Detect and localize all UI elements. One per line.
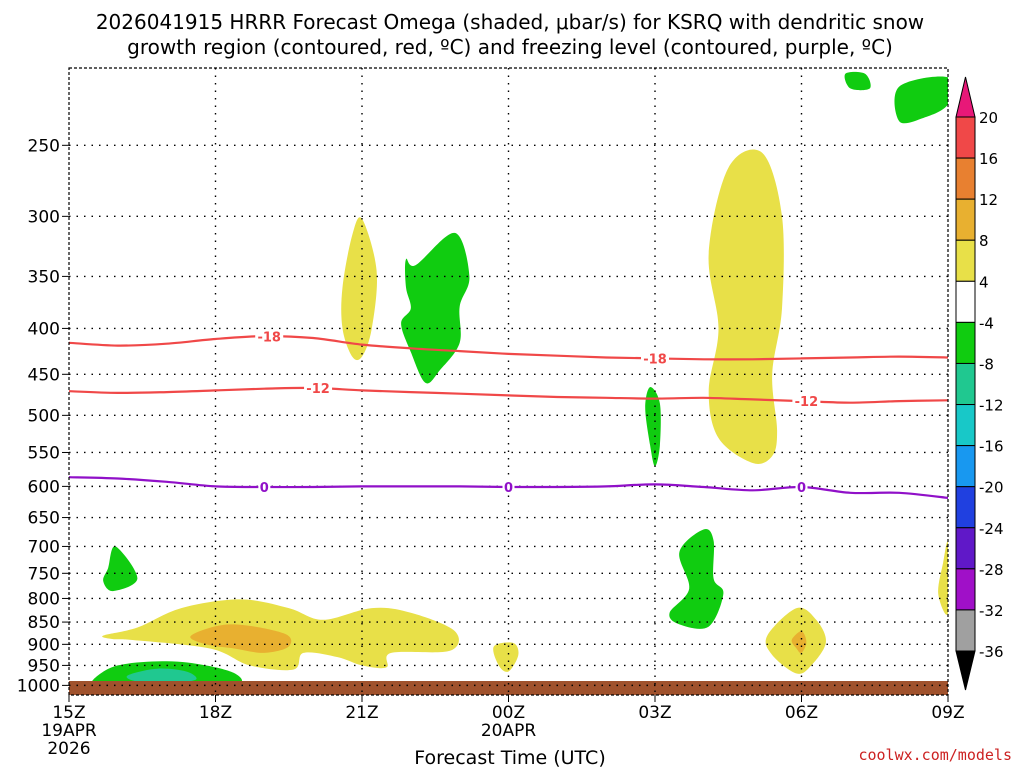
colorbar-box-12 — [955, 609, 976, 652]
x-sub-label-20APR: 20APR — [481, 721, 537, 741]
y-tick-label-750: 750 — [28, 564, 60, 584]
contour-label--18-1: -18 — [643, 352, 667, 367]
colorbar-label--36: -36 — [979, 643, 1004, 661]
x-sub-label-19APR: 19APR — [41, 721, 97, 741]
colorbar-box-8 — [955, 445, 976, 488]
colorbar-label--28: -28 — [979, 561, 1004, 579]
omega-colorbar: 20 16 12 8 4 -4 -8 -12 -16 -20 -24 -28 -32 -36 — [955, 76, 1004, 691]
colorbar-box-9 — [955, 486, 976, 529]
x-tick-label-09Z: 09Z — [931, 703, 964, 723]
y-tick-label-500: 500 — [28, 406, 60, 426]
omega-region-15 — [126, 668, 197, 683]
omega-region-6 — [669, 529, 724, 629]
contour--18 — [69, 334, 948, 361]
y-tick-label-250: 250 — [28, 136, 60, 156]
x-axis-title: Forecast Time (UTC) — [414, 747, 605, 768]
colorbar-box-4 — [955, 280, 976, 323]
x-tick-label-00Z: 00Z — [492, 703, 525, 723]
colorbar-label-16: 16 — [979, 150, 998, 168]
omega-region-8 — [103, 546, 138, 592]
colorbar-box-2 — [955, 198, 976, 241]
contour-label-bg-0-0 — [258, 480, 271, 495]
y-tick-label-900: 900 — [28, 635, 60, 655]
contour-label-0-1: 0 — [504, 481, 513, 496]
colorbar-label-20: 20 — [979, 109, 998, 127]
omega-region-7 — [938, 541, 948, 615]
contour-label-bg--12-1 — [792, 394, 821, 409]
contour-label-bg-0-2 — [795, 480, 808, 495]
omega-region-2 — [708, 149, 784, 464]
x-tick-label-06Z: 06Z — [785, 703, 818, 723]
y-tick-label-850: 850 — [28, 613, 60, 633]
colorbar-top-triangle — [955, 76, 976, 118]
colorbar-box-11 — [955, 568, 976, 611]
colorbar-label--8: -8 — [979, 355, 994, 373]
colorbar-label--12: -12 — [979, 397, 1004, 415]
terrain-band — [69, 681, 948, 695]
x-tick-label-21Z: 21Z — [345, 703, 378, 723]
colorbar-label-8: 8 — [979, 232, 989, 250]
colorbar-label-12: 12 — [979, 191, 998, 209]
contour-label-0-2: 0 — [797, 481, 806, 496]
omega-shading — [91, 71, 948, 686]
y-tick-label-300: 300 — [28, 207, 60, 227]
contour-label-bg--12-0 — [304, 381, 333, 396]
colorbar-box-1 — [955, 157, 976, 200]
contour-label-bg-0-1 — [502, 480, 515, 495]
y-tick-label-950: 950 — [28, 656, 60, 676]
colorbar-box-6 — [955, 362, 976, 406]
y-tick-label-700: 700 — [28, 537, 60, 557]
pressure-axis: 2503003504004505005506006507007508008509… — [17, 136, 69, 696]
colorbar-label-4: 4 — [979, 273, 989, 291]
colorbar-box-5 — [955, 321, 976, 364]
x-tick-label-15Z: 15Z — [52, 703, 85, 723]
y-tick-label-800: 800 — [28, 589, 60, 609]
contour-label--12-1: -12 — [795, 395, 819, 410]
omega-region-13 — [791, 631, 807, 654]
colorbar-label--4: -4 — [979, 314, 994, 332]
y-tick-label-400: 400 — [28, 319, 60, 339]
y-tick-label-550: 550 — [28, 443, 60, 463]
x-tick-label-03Z: 03Z — [638, 703, 671, 723]
omega-region-3 — [341, 217, 378, 361]
contour-label--12-0: -12 — [306, 382, 330, 397]
colorbar-bottom-triangle — [955, 650, 976, 691]
colorbar-box-7 — [955, 404, 976, 447]
contour-label-bg--18-0 — [255, 329, 284, 344]
contour-label-bg--18-1 — [641, 351, 669, 366]
omega-region-1 — [894, 76, 948, 124]
colorbar-box-0 — [955, 116, 976, 159]
colorbar-label--16: -16 — [979, 438, 1004, 456]
colorbar-box-3 — [955, 239, 976, 282]
temperature-contours: -18 -18 -12 -12 0 0 0 — [69, 329, 948, 499]
contour-label--18-0: -18 — [257, 330, 281, 345]
chart-title-line-2: growth region (contoured, red, ºC) and f… — [127, 35, 893, 59]
colorbar-box-10 — [955, 527, 976, 570]
x-sub-label-2026: 2026 — [47, 739, 90, 759]
omega-region-11 — [493, 642, 519, 672]
y-tick-label-600: 600 — [28, 477, 60, 497]
omega-region-5 — [645, 387, 661, 467]
omega-region-4 — [401, 232, 470, 384]
contour-label-0-0: 0 — [260, 481, 269, 496]
y-tick-label-650: 650 — [28, 509, 60, 529]
x-tick-label-18Z: 18Z — [199, 703, 232, 723]
colorbar-label--24: -24 — [979, 520, 1004, 538]
omega-region-0 — [844, 71, 871, 91]
y-tick-label-1000: 1000 — [17, 676, 60, 696]
credit-text: coolwx.com/models — [858, 746, 1012, 764]
grid-lines — [69, 68, 948, 695]
colorbar-label--20: -20 — [979, 479, 1004, 497]
colorbar-label--32: -32 — [979, 602, 1004, 620]
y-tick-label-450: 450 — [28, 365, 60, 385]
chart-title-line-1: 2026041915 HRRR Forecast Omega (shaded, … — [96, 10, 924, 34]
y-tick-label-350: 350 — [28, 267, 60, 287]
